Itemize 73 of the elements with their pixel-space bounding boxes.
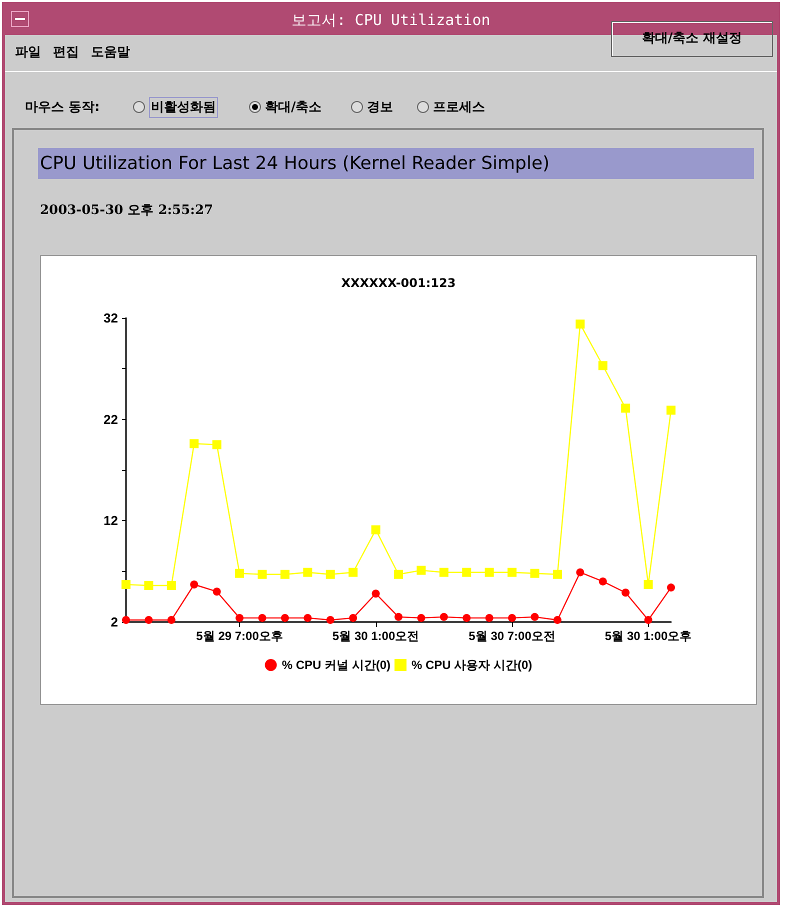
point xyxy=(576,320,585,329)
point xyxy=(667,584,675,592)
point xyxy=(621,404,630,413)
chart-subtitle: 2003-05-30 오후 2:55:27 xyxy=(40,202,214,219)
point xyxy=(349,614,358,622)
x-tick-label: 5월 30 1:00오전 xyxy=(332,629,420,643)
point xyxy=(552,570,562,579)
text: 확대/축소 xyxy=(265,100,322,115)
point xyxy=(212,588,221,596)
point xyxy=(530,612,539,621)
text: 도움말 xyxy=(91,45,130,60)
point xyxy=(462,614,471,622)
x-tick-label: 5월 30 7:00오전 xyxy=(468,629,556,643)
point xyxy=(280,570,290,579)
point xyxy=(508,614,516,622)
point xyxy=(326,570,335,579)
text: 경보 xyxy=(367,100,393,115)
point xyxy=(303,568,312,577)
text: 보고서: CPU Utilization xyxy=(292,11,490,29)
point xyxy=(598,361,608,370)
point xyxy=(416,566,426,575)
point xyxy=(167,616,176,624)
point xyxy=(485,614,494,622)
point xyxy=(484,568,494,577)
point xyxy=(372,590,380,598)
point xyxy=(144,581,154,590)
y-tick-label: 22 xyxy=(104,412,118,427)
point xyxy=(394,570,403,579)
text: XXXXXX-001:123 xyxy=(340,276,457,290)
point xyxy=(417,614,426,622)
point xyxy=(439,568,448,577)
point xyxy=(462,568,472,577)
point xyxy=(236,614,244,622)
text: 마우스 동작: xyxy=(25,99,100,116)
point xyxy=(326,616,334,624)
point xyxy=(304,614,312,622)
point xyxy=(644,580,653,590)
y-tick-label: 12 xyxy=(104,513,118,528)
legend-label: % CPU 커널 시간(0) xyxy=(282,658,391,672)
point xyxy=(212,440,222,450)
legend-label: % CPU 사용자 시간(0) xyxy=(412,658,532,672)
point xyxy=(190,580,198,589)
point xyxy=(553,616,562,624)
point xyxy=(166,581,176,590)
point xyxy=(666,406,676,415)
point xyxy=(258,570,267,579)
text: 편집 xyxy=(53,45,79,60)
point xyxy=(144,616,153,624)
x-tick-label: 5월 30 1:00오후 xyxy=(604,629,692,643)
point xyxy=(280,614,289,622)
point xyxy=(122,580,130,590)
point xyxy=(644,616,652,624)
text: 파일 xyxy=(15,45,41,60)
text: 확대/축소 재설정 xyxy=(611,21,773,57)
point xyxy=(371,525,380,534)
point xyxy=(258,614,266,622)
point xyxy=(622,588,630,597)
y-tick-label: 2 xyxy=(110,614,118,630)
point xyxy=(598,577,607,586)
point xyxy=(348,568,358,577)
chart-title: CPU Utilization For Last 24 Hours (Kernel Reader Simple) xyxy=(38,148,754,179)
point xyxy=(576,568,584,576)
point xyxy=(530,568,540,578)
point xyxy=(235,568,244,578)
point xyxy=(190,439,199,448)
point xyxy=(440,612,448,621)
text: 프로세스 xyxy=(433,100,485,115)
text: 비활성화됨 xyxy=(149,97,218,118)
point xyxy=(508,568,517,577)
point xyxy=(122,616,130,624)
point xyxy=(394,612,402,621)
y-tick-label: 32 xyxy=(104,310,118,326)
x-tick-label: 5월 29 7:00오후 xyxy=(196,629,283,643)
